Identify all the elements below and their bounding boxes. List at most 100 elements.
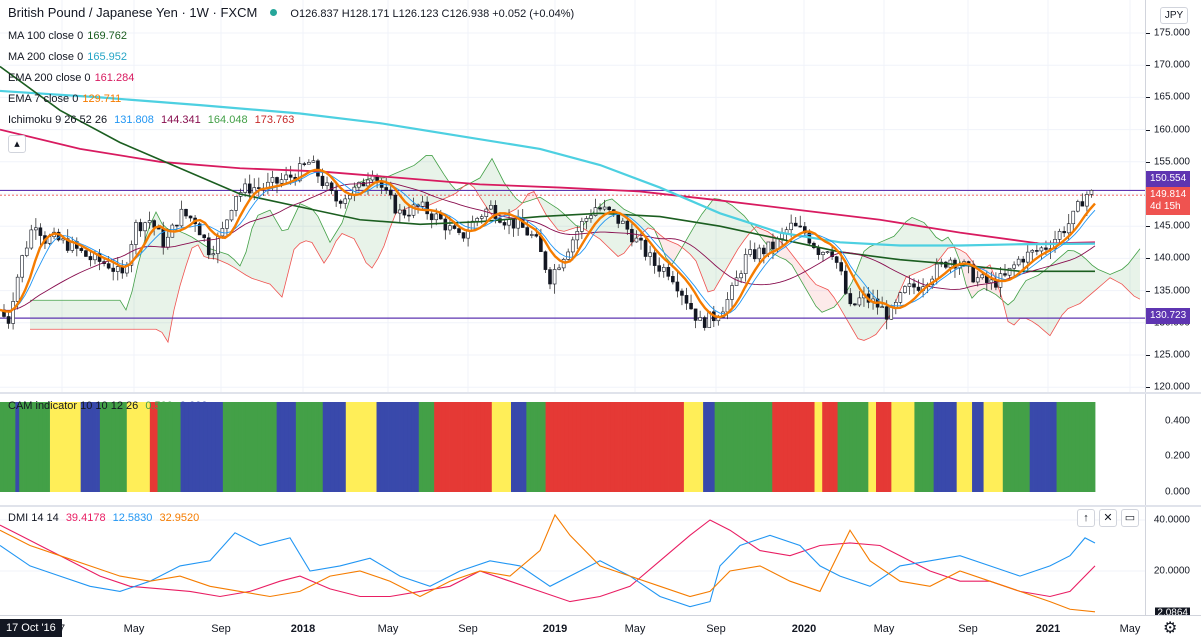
ichimoku-cloud-segment [1092,265,1098,294]
indicator-legend-ichimoku[interactable]: Ichimoku 9 26 52 26 131.808 144.341 164.… [8,114,295,126]
cam-indicator-pane[interactable] [0,394,1145,505]
maximize-pane-button[interactable]: ▭ [1121,509,1139,527]
ichimoku-cloud-segment [450,183,456,197]
cam-bar [730,402,735,492]
cam-bar [753,402,758,492]
candle-body [552,269,557,285]
collapse-legend-button[interactable]: ▴ [8,135,26,153]
cam-bar [426,402,431,492]
candle-body [725,299,730,313]
cam-bar [103,402,108,492]
price-tick [1146,290,1150,292]
ichimoku-cloud-segment [1122,264,1128,291]
candle-body [338,200,343,204]
ichimoku-cloud-segment [708,198,714,292]
ichimoku-cloud-segment [60,300,66,330]
cam-bar [149,402,155,492]
candle-body [225,219,229,229]
ichimoku-cloud-segment [432,155,438,204]
cam-bar [126,402,132,492]
pane-separator[interactable] [0,505,1201,507]
ichimoku-cloud-segment [1014,289,1020,325]
ichimoku-cloud-segment [762,229,768,247]
cam-bar [61,402,66,492]
cam-bar [633,402,639,492]
ichimoku-cloud-segment [1128,256,1134,297]
indicator-legend-ema7[interactable]: EMA 7 close 0 129.711 [8,93,122,105]
price-tick [1146,65,1150,67]
indicator-legend-ma100[interactable]: MA 100 close 0 169.762 [8,30,127,42]
time-axis[interactable]: 7 May Sep 2018 May Sep 2019 May Sep 2020 May Sep 202… [0,615,1201,641]
price-chart-canvas[interactable] [0,0,1145,392]
ichimoku-cloud-segment [558,208,564,232]
time-tick-label: Sep [958,623,978,635]
time-tick-label: 2020 [791,623,817,635]
cam-bar [134,402,139,492]
candle-body [493,205,498,219]
cam-bar [49,402,55,492]
ichimoku-cloud-segment [90,300,96,330]
cam-bar [338,402,343,492]
cam-bar [941,402,946,492]
cam-bar [756,402,762,492]
cam-bar [872,402,877,492]
cam-legend[interactable]: CAM indicator 10 10 12 26 0.500 0.000 [8,400,208,412]
candle-body [334,190,338,202]
price-chart-pane[interactable] [0,0,1145,392]
close-pane-button[interactable]: ✕ [1099,509,1117,527]
candle-body [6,316,11,324]
candle-body [393,194,398,214]
cam-bar [964,402,969,492]
ichimoku-cloud-segment [612,198,618,257]
candle-body [771,241,775,250]
time-tick-label: 2019 [542,623,568,635]
bar-countdown: 4d 15h [1150,201,1181,212]
price-tick-label: 140.000 [1153,252,1190,264]
cam-bar [245,402,251,492]
move-pane-up-button[interactable]: ↑ [1077,509,1095,527]
cam-bar [76,402,82,492]
ichimoku-cloud-segment [690,223,696,261]
ma100-line [0,65,1095,273]
cam-bar [161,402,166,492]
cam-bar [468,402,473,492]
ichimoku-cloud-segment [792,254,798,276]
cam-bar [234,402,239,492]
candle-body [762,247,766,255]
cam-bar [902,402,908,492]
cam-bar [1091,402,1096,492]
cam-bar [653,402,658,492]
dmi-axis[interactable]: 40.0000 20.0000 2.0864 [1145,507,1201,619]
candle-body [1003,273,1007,276]
candle-body [511,218,516,229]
cam-tick-label: 0.200 [1164,450,1190,462]
candle-body [584,218,589,222]
cam-bar [188,402,193,492]
indicator-legend-ema200[interactable]: EMA 200 close 0 161.284 [8,72,135,84]
time-tick-label: 2018 [290,623,316,635]
ichimoku-cloud-segment [864,246,870,341]
cam-bar [349,402,354,492]
currency-badge[interactable]: JPY [1160,7,1188,24]
cam-bar [937,402,942,492]
dmi-legend[interactable]: DMI 14 14 39.4178 12.5830 32.9520 [8,512,200,524]
ichimoku-cloud-segment [672,242,678,265]
cam-bar [115,402,120,492]
cam-bar [30,402,35,492]
cam-bar [253,402,258,492]
cam-bar [876,402,881,492]
ichimoku-cloud-segment [312,208,318,253]
symbol-title[interactable]: British Pound / Japanese Yen · 1W · FXCM [8,5,258,20]
dmi-indicator-pane[interactable] [0,507,1145,615]
ichimoku-cloud-segment [546,201,552,223]
pane-separator[interactable] [0,392,1201,394]
cam-bar [3,402,9,492]
candle-body [88,256,93,261]
indicator-legend-ma200[interactable]: MA 200 close 0 165.952 [8,51,127,63]
cam-axis[interactable]: 0.400 0.200 0.000 [1145,394,1201,505]
ichimoku-span-a [30,154,1141,313]
ichimoku-cloud-segment [222,252,228,264]
cam-bar [69,402,74,492]
cam-bar [1006,402,1011,492]
settings-gear-icon[interactable]: ⚙ [1163,620,1178,637]
